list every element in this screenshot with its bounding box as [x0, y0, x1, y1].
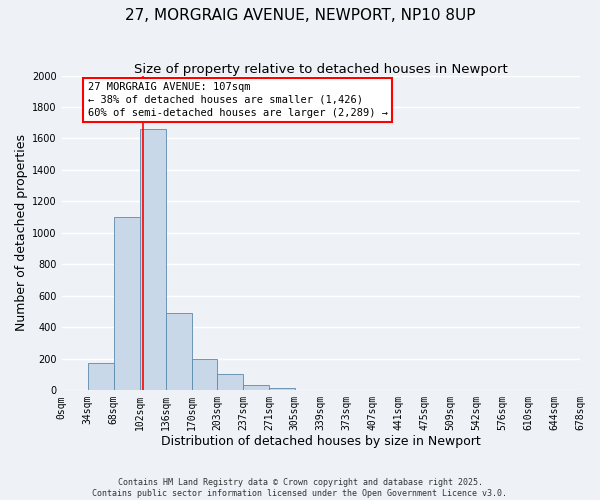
Bar	[113, 217, 140, 390]
Bar	[269, 388, 295, 390]
Text: 27 MORGRAIG AVENUE: 107sqm
← 38% of detached houses are smaller (1,426)
60% of s: 27 MORGRAIG AVENUE: 107sqm ← 38% of deta…	[88, 82, 388, 118]
Title: Size of property relative to detached houses in Newport: Size of property relative to detached ho…	[134, 62, 508, 76]
Bar	[140, 129, 166, 390]
X-axis label: Distribution of detached houses by size in Newport: Distribution of detached houses by size …	[161, 434, 481, 448]
Y-axis label: Number of detached properties: Number of detached properties	[15, 134, 28, 332]
Text: Contains HM Land Registry data © Crown copyright and database right 2025.
Contai: Contains HM Land Registry data © Crown c…	[92, 478, 508, 498]
Bar	[191, 358, 217, 390]
Bar	[166, 313, 191, 390]
Bar	[217, 374, 243, 390]
Text: 27, MORGRAIG AVENUE, NEWPORT, NP10 8UP: 27, MORGRAIG AVENUE, NEWPORT, NP10 8UP	[125, 8, 475, 22]
Bar	[88, 362, 113, 390]
Bar	[243, 384, 269, 390]
